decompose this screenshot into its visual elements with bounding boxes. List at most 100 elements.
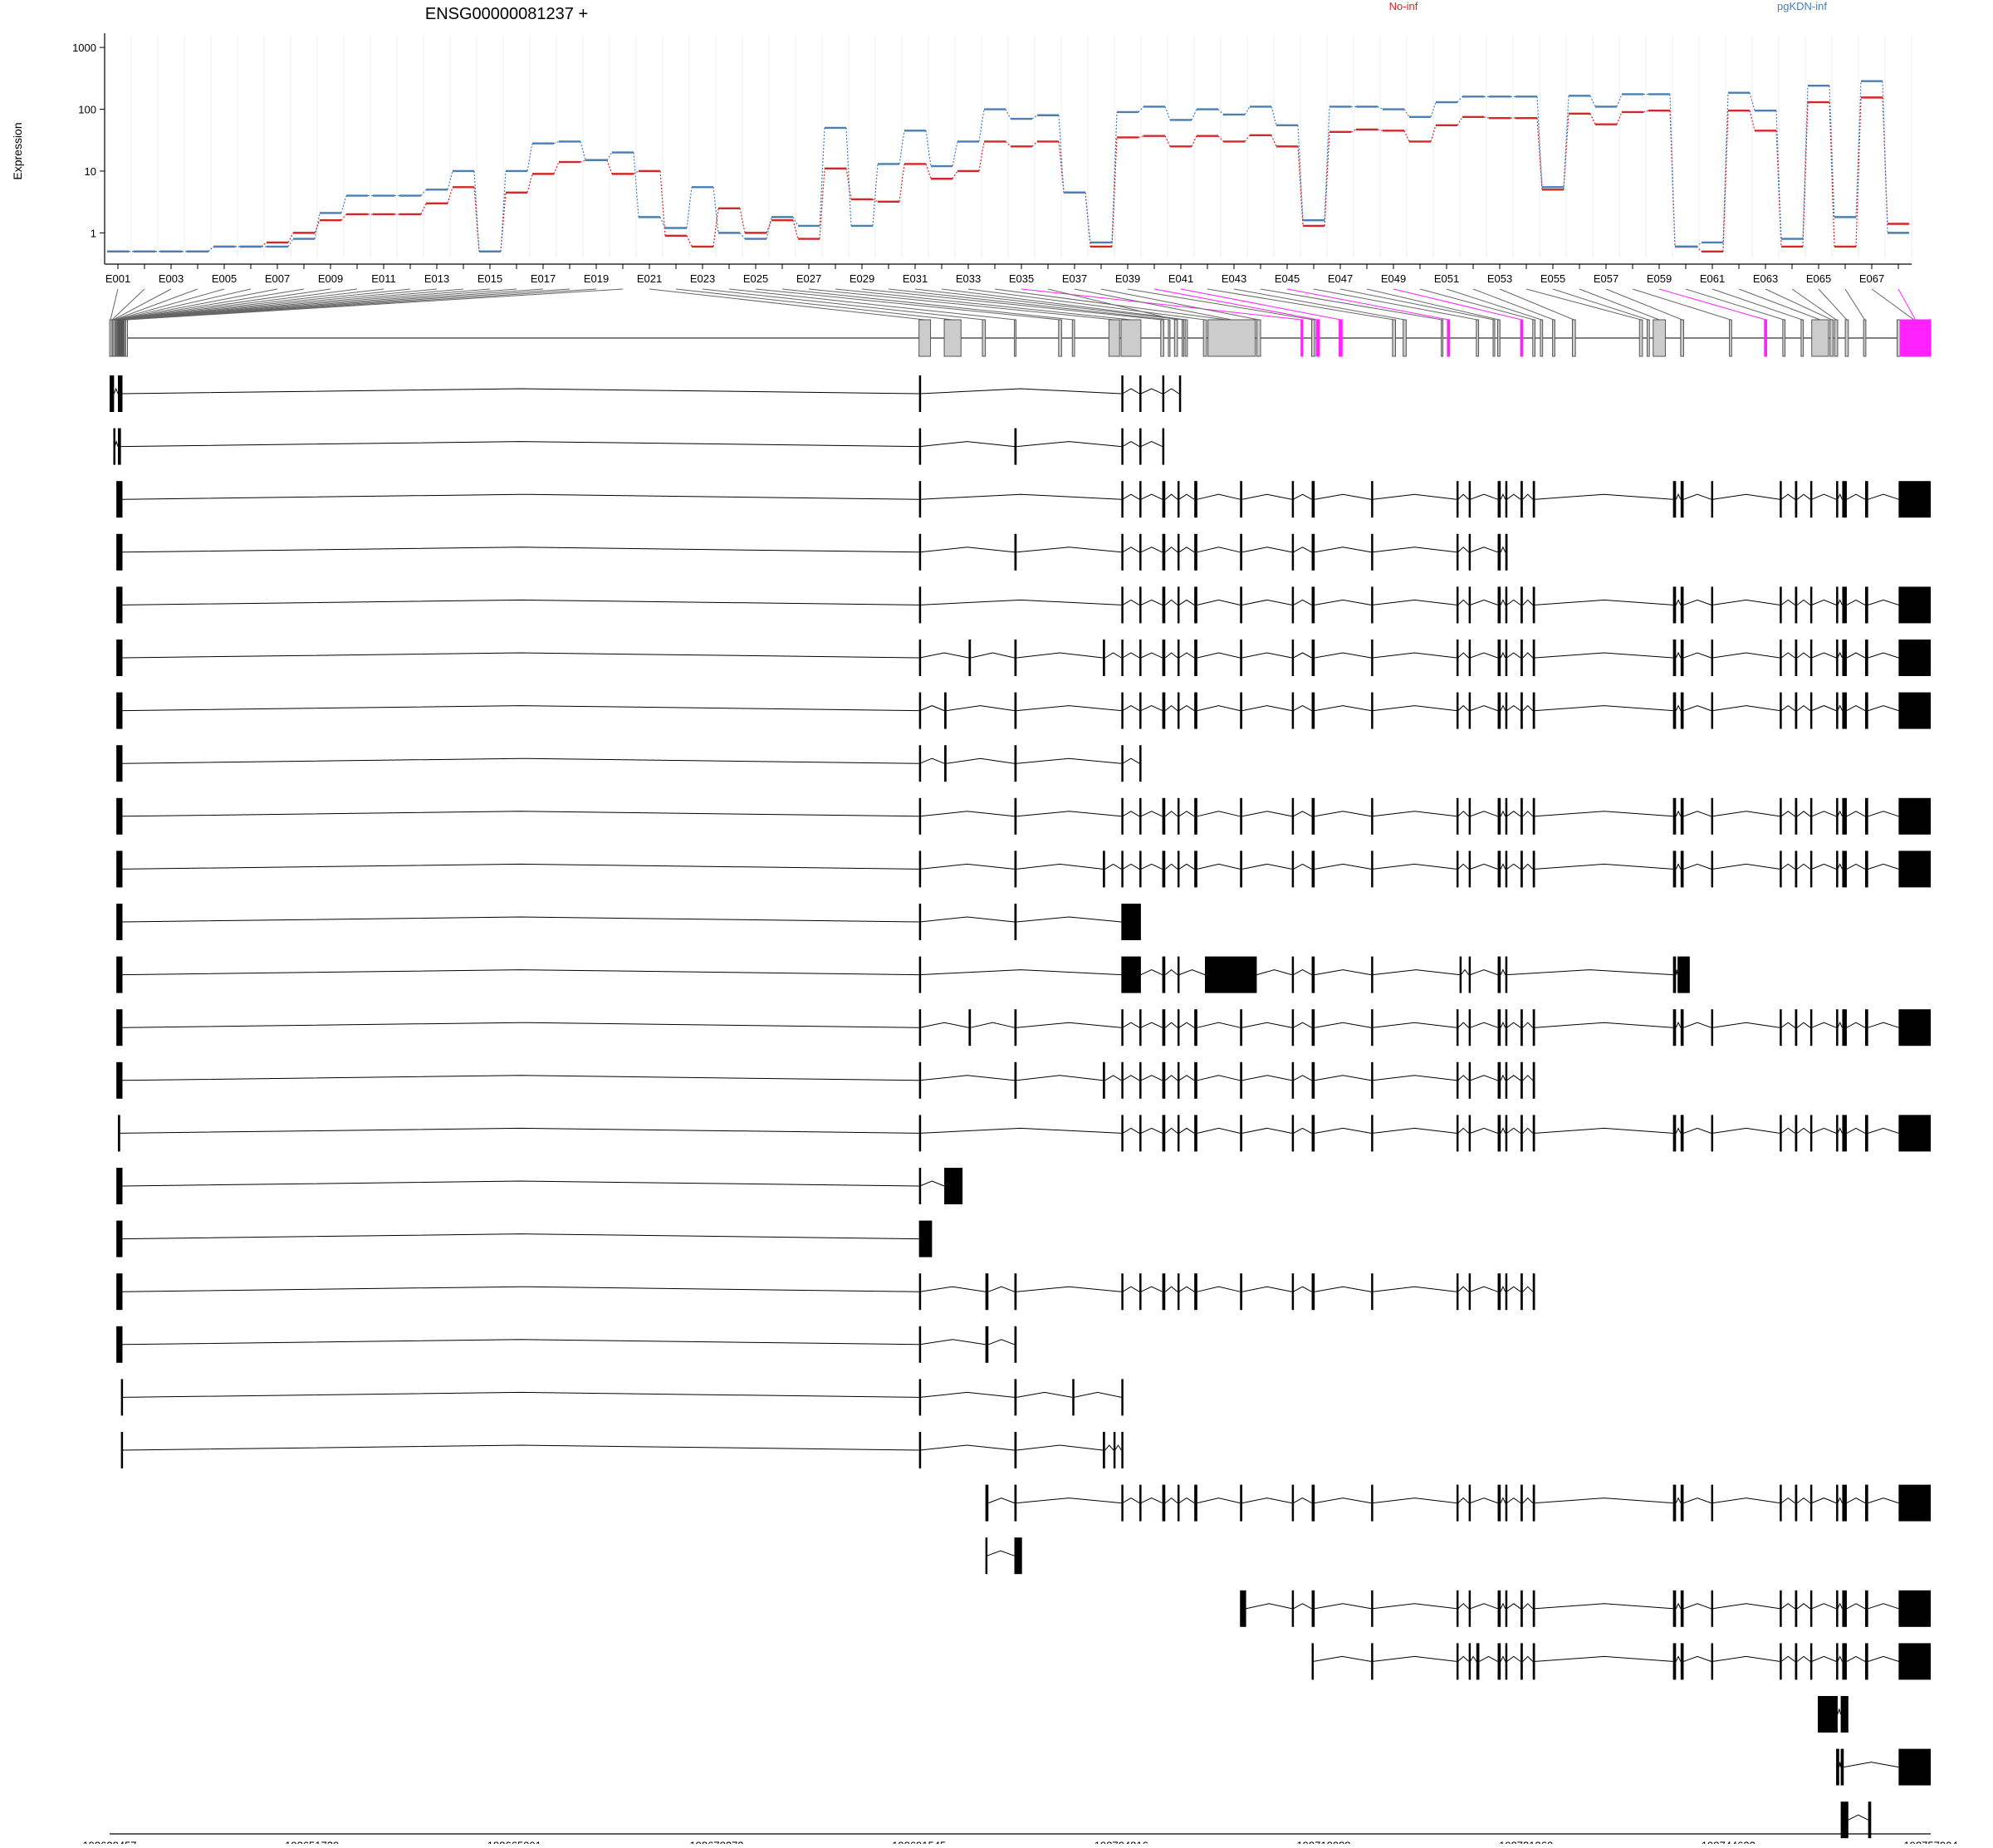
exon (1680, 481, 1684, 518)
intron (1140, 1498, 1163, 1504)
intron (1122, 1127, 1140, 1134)
bin-connector (121, 288, 438, 321)
intron (1506, 1022, 1521, 1028)
exon (1809, 1590, 1813, 1627)
exon (1468, 533, 1471, 571)
series-riser (925, 164, 932, 179)
series-riser (261, 242, 267, 248)
exon (1291, 850, 1295, 888)
intron (1780, 704, 1795, 712)
intron (1241, 547, 1292, 553)
intron (1241, 1075, 1292, 1081)
series-riser (340, 213, 347, 221)
exon (1842, 1009, 1847, 1047)
exon (918, 481, 922, 518)
y-tick-label: 1000 (72, 42, 96, 54)
exon-bin-E044 (1441, 319, 1444, 357)
intron (1372, 1286, 1457, 1292)
x-tick-label: E011 (371, 272, 395, 285)
exon (1456, 1115, 1459, 1152)
intron (122, 388, 919, 395)
genomic-tick-label: 198678273 (689, 1840, 743, 1844)
exon (1311, 1273, 1315, 1311)
intron (122, 599, 919, 605)
exon-bin-E021 (918, 319, 932, 357)
exon (1864, 1009, 1868, 1047)
intron (1712, 1022, 1780, 1028)
intron (1506, 704, 1521, 712)
intron (1811, 652, 1837, 659)
intron (1122, 1022, 1140, 1028)
exon (1139, 481, 1142, 518)
intron (1522, 863, 1534, 870)
intron (1122, 705, 1140, 712)
intron (1535, 1603, 1673, 1610)
exon (1532, 481, 1535, 518)
intron (1178, 863, 1195, 870)
series-riser (1616, 94, 1623, 107)
series-riser (473, 170, 480, 252)
bin-connector (1525, 288, 1642, 321)
exon (1468, 481, 1471, 518)
exon (1456, 850, 1459, 888)
intron (1140, 441, 1163, 448)
exon (116, 1061, 123, 1099)
exon (1505, 640, 1508, 676)
intron (1796, 704, 1811, 711)
intron (1197, 493, 1241, 500)
exon (1311, 1590, 1315, 1627)
exon (1371, 533, 1374, 571)
exon (1014, 1061, 1017, 1099)
exon (116, 640, 123, 676)
exon (1194, 481, 1197, 518)
intron (1522, 1127, 1534, 1134)
intron (1522, 1075, 1534, 1081)
intron (1293, 863, 1312, 870)
series-riser (1244, 106, 1251, 115)
intron (1122, 493, 1140, 500)
exon (1162, 375, 1165, 412)
exon (1139, 692, 1142, 729)
bin-connector (1765, 288, 1832, 321)
exon (1311, 1009, 1315, 1047)
exon (1139, 533, 1142, 571)
exon-bin-E020 (125, 319, 129, 357)
exon (1456, 1484, 1459, 1522)
exon (1809, 640, 1813, 676)
x-tick-label: E033 (956, 272, 981, 285)
exon (1680, 1115, 1684, 1152)
bin-connector (1313, 288, 1478, 321)
intron (1522, 599, 1534, 605)
exon (1468, 1061, 1471, 1099)
bin-connector (675, 288, 953, 321)
bin-connector (1898, 288, 1917, 321)
bin-connector (1127, 288, 1314, 321)
genomic-tick-label: 198731360 (1499, 1840, 1553, 1844)
exon (1836, 1484, 1839, 1522)
intron (1683, 493, 1711, 500)
series-riser (1031, 115, 1038, 120)
bin-connector (1419, 288, 1535, 321)
exon (918, 1379, 922, 1416)
chart-title: ENSG00000081237 + (425, 5, 588, 23)
intron (1837, 651, 1843, 659)
exon (1520, 1273, 1523, 1311)
exon (1795, 797, 1798, 835)
intron (946, 705, 1015, 712)
exon (918, 1115, 922, 1152)
exon (1809, 850, 1813, 888)
intron (1241, 652, 1292, 659)
transcript-25 (1311, 1643, 1931, 1680)
exon (1680, 1009, 1684, 1047)
intron (1313, 1655, 1372, 1662)
exon-bin-E056 (1653, 319, 1666, 357)
exon (1291, 797, 1295, 835)
intron (1811, 1655, 1837, 1662)
intron (1315, 1075, 1372, 1081)
axis-layer: 1 10 100 1000 E001 E003 E005 E007 E009 E011 E013 E0… (72, 33, 1912, 285)
intron (1675, 1497, 1682, 1503)
intron (1535, 705, 1673, 712)
exon (1497, 1484, 1501, 1522)
exon (918, 1432, 922, 1468)
exon (110, 375, 115, 412)
